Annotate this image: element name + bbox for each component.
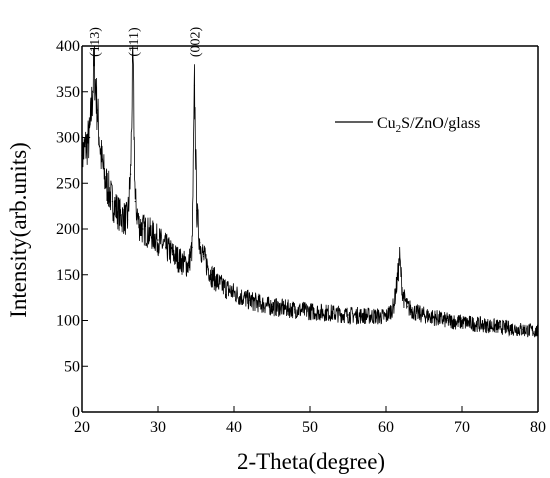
series-point: [248, 299, 250, 301]
series-point: [138, 223, 140, 226]
y-ticks: 0 50 100 150 200 250 300 350 400: [56, 38, 88, 421]
series-point: [149, 232, 151, 235]
x-tick-label: 60: [378, 419, 394, 436]
series-point: [385, 316, 387, 318]
series-point: [499, 326, 501, 328]
series-point: [347, 314, 349, 316]
series-layer: [81, 45, 539, 338]
series-point: [537, 330, 539, 333]
series-point: [119, 214, 121, 216]
series-point: [406, 306, 408, 308]
series-point: [111, 200, 113, 203]
legend: Cu2S/ZnO/glass: [335, 115, 480, 135]
y-tick-label: 200: [56, 221, 80, 238]
series-point: [193, 84, 196, 86]
series-point: [96, 109, 98, 111]
series-point: [396, 278, 398, 280]
series-point: [370, 315, 372, 317]
series-point: [522, 329, 524, 331]
series-point: [93, 63, 95, 65]
series-point: [191, 246, 193, 248]
series-point: [271, 306, 273, 308]
series-point: [187, 265, 189, 267]
series-point: [393, 306, 395, 308]
y-tick-label: 0: [72, 404, 80, 421]
y-tick-label: 400: [56, 38, 80, 55]
x-tick-label: 70: [454, 419, 470, 436]
series-point: [294, 308, 296, 311]
series-point: [203, 255, 205, 258]
peak-label: (002): [188, 27, 203, 58]
y-tick-label: 100: [56, 313, 80, 330]
series-point: [415, 312, 417, 314]
series-point: [127, 219, 129, 221]
x-axis-title: 2-Theta(degree): [237, 449, 385, 474]
x-tick-label: 20: [74, 419, 90, 436]
series-point: [89, 136, 91, 139]
plot-area: 20 30 40 50 60 70 80 050100150200250300350400 …: [56, 27, 546, 436]
y-tick-label: 150: [56, 267, 80, 284]
series-line: [81, 45, 539, 338]
series-point: [402, 294, 404, 296]
series-point: [476, 323, 478, 325]
peak-label: (113): [88, 27, 103, 57]
series-point: [134, 200, 136, 203]
x-ticks: 20 30 40 50 60 70 80: [74, 406, 546, 436]
peak-labels: (113) (111) (002): [88, 27, 203, 58]
series-point: [157, 239, 159, 241]
series-point: [210, 274, 212, 276]
y-tick-label: 50: [64, 358, 80, 375]
y-tick-label: 250: [56, 175, 80, 192]
series-point: [196, 210, 198, 212]
x-tick-label: 80: [530, 419, 546, 436]
series-point: [100, 155, 102, 157]
x-tick-label: 40: [226, 419, 242, 436]
series-point: [309, 310, 311, 312]
series-point: [165, 246, 167, 248]
series-point: [399, 257, 401, 259]
series-point: [92, 91, 94, 93]
series-point: [172, 254, 174, 256]
series-point: [461, 321, 463, 323]
x-tick-label: 30: [150, 419, 166, 436]
series-point: [142, 228, 144, 230]
series-point: [218, 283, 220, 285]
series-point: [431, 316, 433, 318]
y-axis-title: Intensity(arb.units): [6, 142, 31, 318]
series-point: [233, 292, 235, 294]
series-point: [104, 178, 106, 180]
series-point: [81, 155, 83, 157]
series-point: [332, 312, 334, 314]
series-point: [132, 56, 134, 58]
y-tick-label: 300: [56, 130, 80, 147]
x-tick-label: 50: [302, 419, 318, 436]
peak-label: (111): [127, 27, 142, 57]
legend-label: Cu2S/ZnO/glass: [377, 115, 480, 135]
y-tick-label: 350: [56, 84, 80, 101]
series-point: [130, 173, 132, 175]
series-point: [446, 319, 448, 322]
series-point: [85, 146, 87, 148]
series-point: [199, 242, 201, 244]
series-point: [180, 260, 182, 262]
